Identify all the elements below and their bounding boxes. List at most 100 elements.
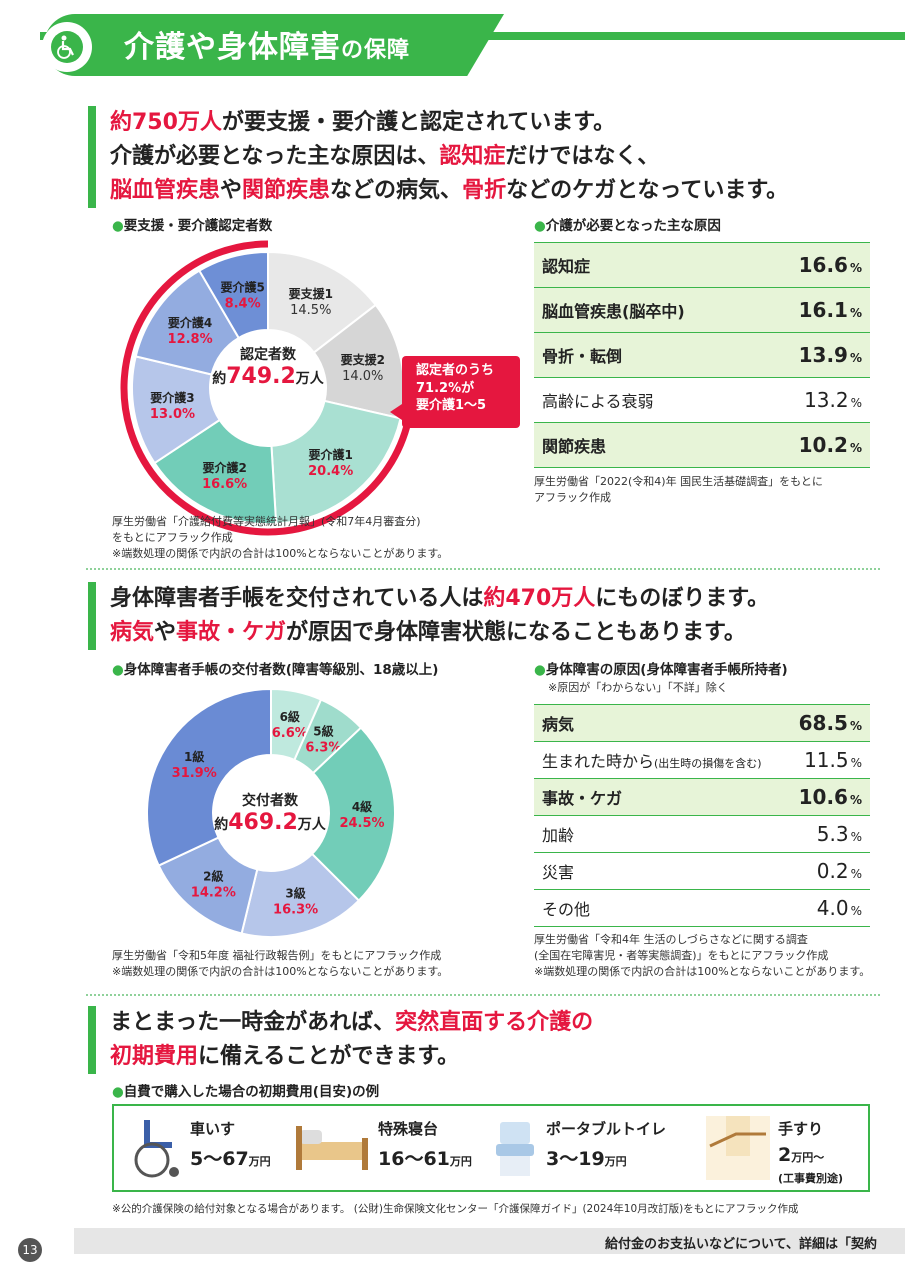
row-value: 13.9	[798, 343, 848, 367]
slice-label: 4級	[352, 799, 372, 814]
care-cause-table: 認知症 16.6% 脳血管疾患(脳卒中) 16.1% 骨折・転倒 13.9% 高齢による衰弱…	[534, 242, 870, 468]
lead-text-run: 関節疾患	[242, 178, 331, 204]
table-row: 高齢による衰弱 13.2%	[534, 377, 870, 423]
lead-text-run: 骨折	[462, 178, 507, 204]
lead-text-run: にものぼります。	[595, 586, 770, 611]
lead-text-run: まとまった一時金があれば、	[110, 1010, 396, 1035]
lead-text-run: 身体障害者手帳を交付されている人は	[110, 586, 484, 611]
slice-value: 13.0%	[150, 407, 195, 422]
slice-value: 16.6%	[202, 477, 247, 492]
table-row: その他 4.0%	[534, 889, 870, 927]
row-label: 事故・ケガ	[542, 789, 623, 808]
page-title: 介護や身体障害の保障	[124, 30, 411, 65]
page-number: 13	[18, 1238, 42, 1262]
slice-label: 6級	[280, 709, 300, 724]
footer-bar	[74, 1228, 905, 1254]
table-row: 関節疾患 10.2%	[534, 422, 870, 468]
table-row: 加齢 5.3%	[534, 815, 870, 853]
slice-label: 要介護4	[168, 315, 212, 330]
slice-value: 16.3%	[273, 903, 318, 918]
donut-slice	[146, 688, 272, 867]
slice-value: 12.8%	[168, 332, 213, 347]
cost-note: ※公的介護保険の給付対象となる場合があります。 (公財)生命保険文化センター「介…	[112, 1203, 799, 1215]
table-row: 骨折・転倒 13.9%	[534, 332, 870, 378]
slice-value: 14.0%	[342, 369, 383, 384]
row-label: 加齢	[542, 826, 575, 845]
slice-label: 要介護2	[202, 460, 246, 475]
footer-text: 給付金のお支払いなどについて、詳細は「契約	[605, 1237, 877, 1252]
percent-sign: %	[850, 830, 862, 844]
table1-source: 厚生労働省「2022(令和4)年 国民生活基礎調査」をもとに アフラック作成	[534, 475, 823, 504]
divider	[86, 994, 880, 996]
percent-sign: %	[849, 441, 862, 455]
row-value: 5.3	[816, 822, 849, 846]
donut-slice	[153, 418, 278, 525]
slice-label: 5級	[313, 724, 333, 739]
percent-sign: %	[850, 867, 862, 881]
page-header: 介護や身体障害の保障	[0, 14, 905, 76]
donut-slice	[310, 726, 396, 902]
highlight-arc	[120, 240, 412, 536]
lead-text-run: 突然直面する介護の	[395, 1010, 594, 1035]
table-row: 生まれた時から(出生時の損傷を含む) 11.5%	[534, 741, 870, 779]
cost-item-wheelchair: 車いす 5～67万円	[128, 1116, 298, 1184]
lead-text-run: が要支援・要介護と認定されています。	[221, 110, 616, 135]
cost-item-bed: 特殊寝台 16～61万円	[294, 1116, 484, 1184]
slice-label: 要介護5	[220, 279, 264, 294]
row-label: 病気	[542, 715, 575, 734]
table-row: 病気 68.5%	[534, 704, 870, 742]
percent-sign: %	[849, 351, 862, 365]
row-value: 16.6	[798, 253, 848, 277]
percent-sign: %	[849, 306, 862, 320]
slice-value: 6.3%	[305, 741, 341, 756]
lead-text-run: 約750万人	[110, 110, 222, 135]
row-value: 13.2	[804, 388, 849, 412]
callout-badge: 認定者のうち 71.2%が 要介護1～5	[390, 356, 520, 428]
slice-value: 8.4%	[225, 296, 261, 311]
slice-value: 31.9%	[172, 766, 217, 781]
row-label: 高齢による衰弱	[542, 392, 654, 411]
table-row: 事故・ケガ 10.6%	[534, 778, 870, 816]
percent-sign: %	[850, 756, 862, 770]
row-label: 関節疾患	[542, 437, 607, 456]
chart2-title: ●身体障害者手帳の交付者数(障害等級別、18歳以上)	[112, 662, 439, 678]
wheelchair-icon	[42, 22, 92, 72]
disability-grade-donut-chart: 6級 6.6% 5級 6.3% 4級 24.5% 3級 16.3% 2級 14.2% 1級 31.9%	[146, 688, 396, 938]
lead-text-run: 事故・ケガ	[176, 620, 287, 646]
lead-text-run: 脳血管疾患	[110, 178, 221, 204]
cost-subtitle: ●自費で購入した場合の初期費用(目安)の例	[112, 1084, 380, 1100]
row-value: 16.1	[798, 298, 848, 322]
lead-text-run: や	[220, 178, 243, 204]
cost-item-handrail: 手すり 2万円～ (工事費別途)	[706, 1116, 866, 1185]
donut-slice	[197, 250, 269, 340]
row-value: 4.0	[816, 896, 849, 920]
row-value: 11.5	[804, 748, 849, 772]
table1-title: ●介護が必要となった主な原因	[534, 218, 721, 234]
lead-text-run: だけではなく、	[505, 144, 660, 170]
wheelchair-icon	[134, 1120, 179, 1178]
slice-value: 20.4%	[308, 464, 353, 479]
percent-sign: %	[849, 793, 862, 807]
lead-text-run: 病気	[110, 620, 155, 646]
row-value: 10.2	[798, 433, 848, 457]
percent-sign: %	[850, 904, 862, 918]
table2-source: 厚生労働省「令和4年 生活のしづらさなどに関する調査 (全国在宅障害児・者等実態調…	[534, 933, 871, 978]
table-row: 脳血管疾患(脳卒中) 16.1%	[534, 287, 870, 333]
lead-text-run: や	[154, 620, 177, 646]
percent-sign: %	[849, 261, 862, 275]
row-value: 0.2	[816, 859, 849, 883]
row-label: 脳血管疾患(脳卒中)	[542, 302, 685, 321]
chart1-center: 認定者数 約749.2万人	[212, 347, 324, 389]
donut-slice	[270, 399, 402, 525]
row-value: 10.6	[798, 785, 848, 809]
row-label: 生まれた時から	[542, 752, 655, 771]
table2-note: ※原因が「わからない」「不詳」除く	[548, 681, 728, 694]
row-label: 骨折・転倒	[542, 347, 623, 366]
portable-toilet-icon	[496, 1122, 534, 1176]
lead-text-run: 初期費用	[110, 1044, 199, 1070]
row-label: その他	[542, 900, 591, 919]
row-sublabel: (出生時の損傷を含む)	[654, 757, 762, 770]
slice-label: 3級	[285, 886, 305, 901]
header-tab	[44, 14, 504, 76]
lead-text-run: 介護が必要となった主な原因は、	[110, 144, 440, 170]
